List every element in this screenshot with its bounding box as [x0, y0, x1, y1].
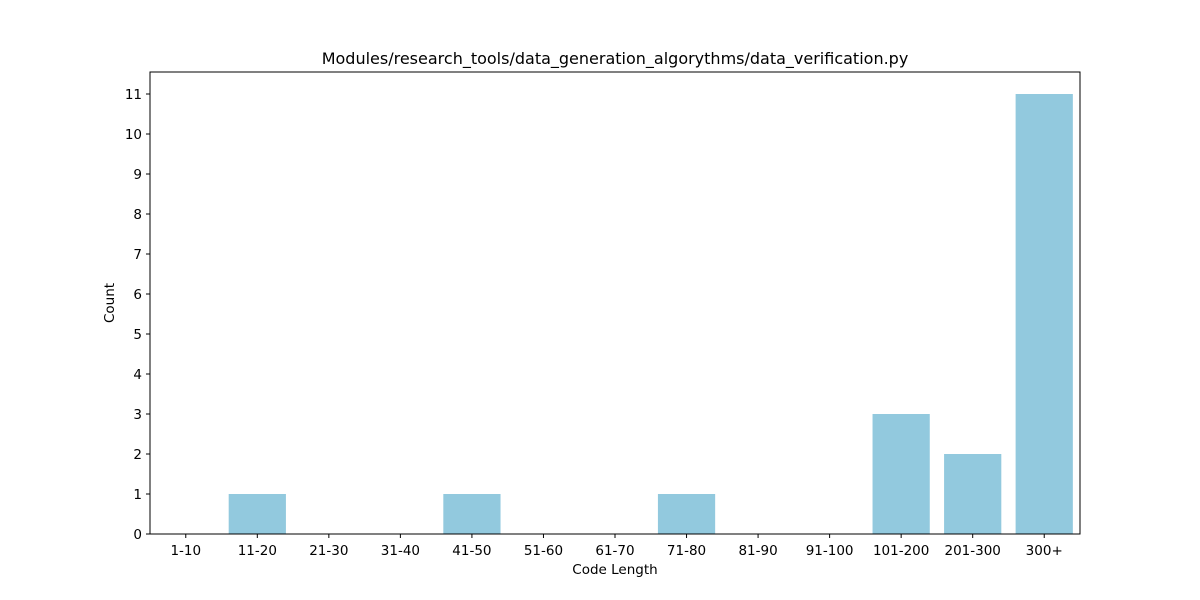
x-axis-label: Code Length [572, 562, 657, 578]
y-tick-label: 8 [133, 207, 142, 223]
y-tick-label: 3 [133, 407, 142, 423]
bar-11-20 [228, 494, 286, 534]
bar-71-80 [657, 494, 716, 534]
bars-group [228, 94, 1073, 534]
x-tick-label: 11-20 [238, 543, 277, 559]
y-tick-label: 9 [133, 167, 142, 183]
y-tick-label: 10 [125, 127, 142, 143]
x-tick-label: 300+ [1026, 543, 1063, 559]
x-tick-label: 21-30 [309, 543, 348, 559]
x-tick-label: 201-300 [944, 543, 1000, 559]
x-tick-label: 61-70 [595, 543, 634, 559]
y-tick-label: 6 [133, 287, 142, 303]
y-tick-label: 5 [133, 327, 142, 343]
plot-area-frame [149, 71, 1081, 535]
bar-201-300 [944, 454, 1002, 534]
y-tick-label: 0 [133, 527, 142, 543]
x-tick-label: 101-200 [873, 543, 929, 559]
y-tick-label: 2 [133, 447, 142, 463]
x-tick-label: 71-80 [667, 543, 706, 559]
bar-300+ [1015, 94, 1073, 534]
x-tick-label: 41-50 [452, 543, 491, 559]
x-tick-label: 31-40 [381, 543, 420, 559]
y-tick-label: 11 [125, 87, 142, 103]
y-tick-label: 4 [133, 367, 142, 383]
bar-101-200 [872, 414, 930, 534]
y-tick-label: 7 [133, 247, 142, 263]
x-tick-label: 91-100 [806, 543, 854, 559]
x-tick-label: 1-10 [170, 543, 201, 559]
y-axis-label: Count [102, 283, 118, 323]
x-axis-ticks: 1-10 11-20 21-30 31-40 41-50 51-60 61-70 71-80 8… [170, 534, 1063, 559]
chart-title: Modules/research_tools/data_generation_a… [322, 49, 909, 69]
y-tick-label: 1 [133, 487, 142, 503]
x-tick-label: 51-60 [524, 543, 563, 559]
x-tick-label: 81-90 [738, 543, 777, 559]
bar-41-50 [443, 494, 501, 534]
y-axis-ticks: 0 1 2 3 4 5 6 7 8 9 10 11 [125, 87, 150, 543]
